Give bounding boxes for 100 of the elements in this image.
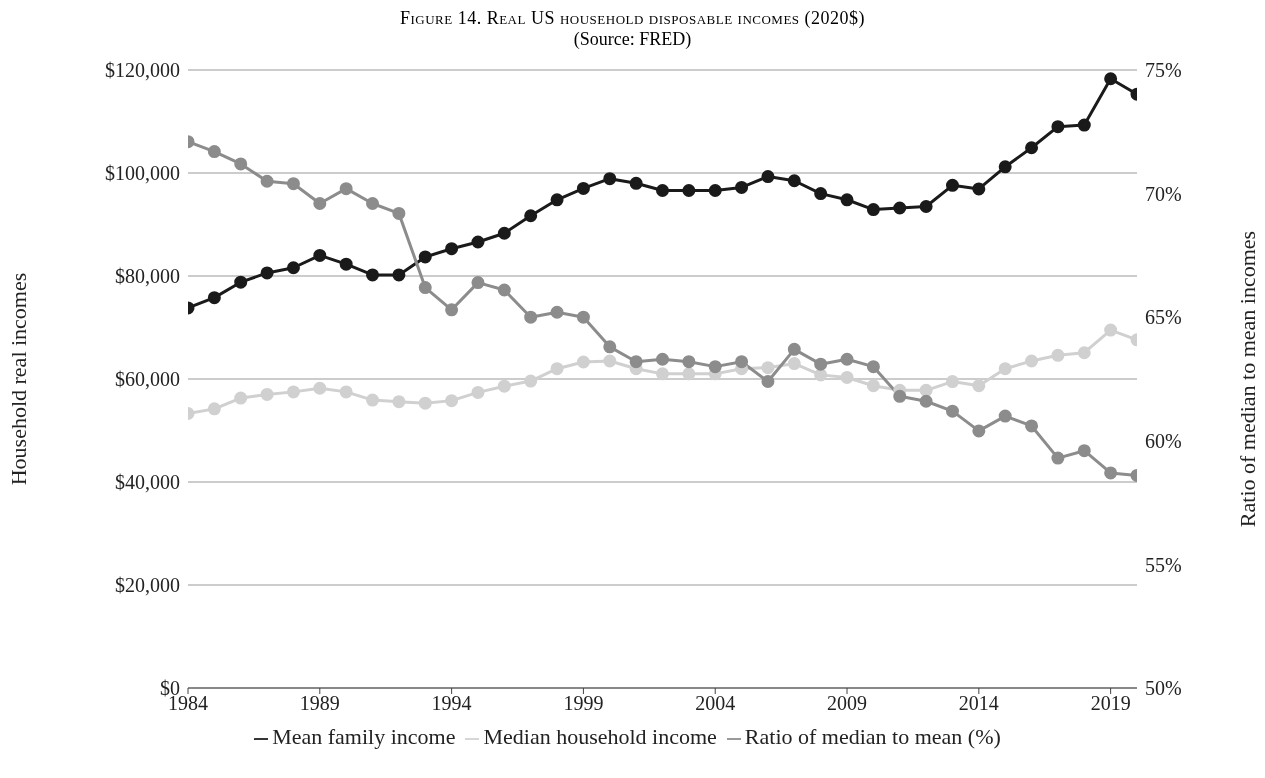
y2-tick-label: 50% <box>1145 677 1182 700</box>
y-tick-label: $100,000 <box>105 162 180 185</box>
legend-label: Ratio of median to mean (%) <box>744 724 1001 749</box>
point <box>207 145 221 159</box>
point <box>919 394 933 408</box>
point <box>445 303 459 317</box>
point <box>945 178 959 192</box>
point <box>550 305 564 319</box>
x-tick-label: 2014 <box>958 692 999 715</box>
point <box>1051 451 1065 465</box>
point <box>656 367 669 381</box>
point <box>313 196 327 210</box>
point <box>998 409 1012 423</box>
x-tick-label: 2004 <box>695 692 736 715</box>
point <box>418 396 432 410</box>
y-tick-label: $20,000 <box>115 574 180 597</box>
point <box>576 181 590 195</box>
point <box>366 196 380 210</box>
point <box>313 248 327 262</box>
point <box>366 393 380 407</box>
point <box>629 176 643 190</box>
point <box>866 379 880 393</box>
point <box>497 226 511 240</box>
point <box>497 283 511 297</box>
point <box>919 383 933 397</box>
point <box>1051 120 1065 134</box>
point <box>576 355 590 369</box>
point <box>787 342 801 356</box>
point <box>550 362 564 376</box>
point <box>919 199 933 213</box>
point <box>234 275 248 289</box>
point <box>866 360 880 374</box>
point <box>497 379 511 393</box>
point <box>761 361 775 375</box>
point <box>550 193 564 207</box>
point <box>682 367 696 381</box>
point <box>1104 72 1118 86</box>
point <box>234 157 248 171</box>
y2-tick-label: 70% <box>1145 182 1182 205</box>
point <box>787 357 801 371</box>
legend-label: Mean family income <box>272 724 456 749</box>
point <box>1104 466 1118 480</box>
point <box>260 266 274 280</box>
point <box>945 375 959 389</box>
point <box>998 362 1012 376</box>
point <box>1077 118 1091 132</box>
point <box>260 387 274 401</box>
y2-tick-label: 75% <box>1145 59 1182 82</box>
point <box>339 182 353 196</box>
point <box>893 389 907 403</box>
point <box>603 172 617 186</box>
point <box>524 310 538 324</box>
y-tick-label: $60,000 <box>115 368 180 391</box>
point <box>761 170 775 184</box>
point <box>840 352 854 366</box>
point <box>866 203 880 217</box>
point <box>1051 348 1065 362</box>
point <box>814 357 828 371</box>
chart-subtitle: (Source: FRED) <box>572 29 693 50</box>
legend-label: Median household income <box>483 724 717 749</box>
point <box>656 184 669 198</box>
x-tick-label: 1989 <box>299 692 340 715</box>
point <box>972 379 986 393</box>
point <box>418 250 432 264</box>
point <box>524 374 538 388</box>
point <box>998 160 1012 174</box>
x-tick-label: 1994 <box>431 692 472 715</box>
point <box>339 385 353 399</box>
point <box>761 374 775 388</box>
point <box>629 355 643 369</box>
point <box>708 360 722 374</box>
chart-title: Figure 14. Real US household disposable incomes (2020$) <box>398 8 867 29</box>
point <box>392 395 406 409</box>
x-tick-label: 2009 <box>827 692 868 715</box>
point <box>471 235 485 249</box>
y2-axis-title: Ratio of median to mean incomes <box>1234 230 1260 528</box>
y-axis-title: Household real incomes <box>5 272 31 486</box>
point <box>603 340 617 354</box>
point <box>708 184 722 198</box>
x-tick-label: 2019 <box>1090 692 1131 715</box>
point <box>313 381 327 395</box>
y2-tick-label: 60% <box>1145 429 1182 452</box>
point <box>339 257 353 271</box>
point <box>234 391 248 405</box>
y2-tick-label: 65% <box>1145 306 1182 329</box>
point <box>524 209 538 223</box>
point <box>682 355 696 369</box>
y2-tick-label: 55% <box>1145 553 1182 576</box>
point <box>972 182 986 196</box>
point <box>814 368 828 382</box>
point <box>445 394 459 408</box>
x-tick-label: 1999 <box>563 692 604 715</box>
point <box>286 261 300 275</box>
point <box>682 184 696 198</box>
point <box>603 354 617 368</box>
point <box>735 180 749 194</box>
point <box>418 281 432 295</box>
point <box>445 242 459 256</box>
point <box>1077 444 1091 458</box>
point <box>1025 354 1039 368</box>
